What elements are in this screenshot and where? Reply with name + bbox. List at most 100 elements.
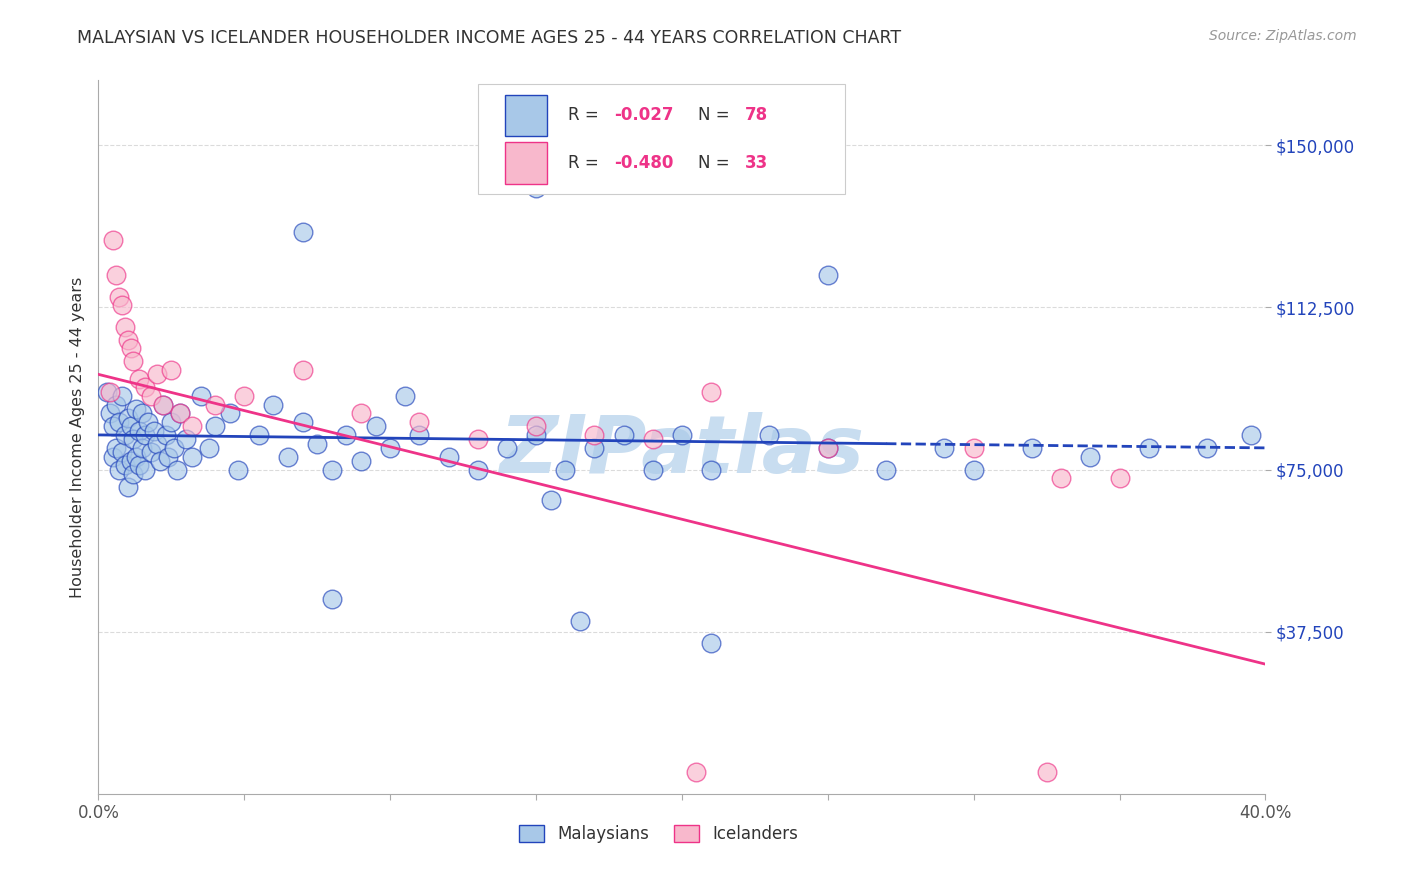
Point — [700, 635, 723, 649]
Point — [101, 450, 124, 464]
Point — [394, 389, 416, 403]
Point — [1050, 471, 1073, 485]
FancyBboxPatch shape — [478, 84, 845, 194]
Point — [190, 389, 212, 403]
Point — [114, 458, 136, 473]
Point — [128, 458, 150, 473]
Point — [408, 428, 430, 442]
Point — [180, 450, 202, 464]
Point — [247, 428, 270, 442]
Point — [540, 492, 562, 507]
Y-axis label: Householder Income Ages 25 - 44 years: Householder Income Ages 25 - 44 years — [69, 277, 84, 598]
Point — [817, 268, 839, 282]
Point — [233, 389, 256, 403]
Point — [152, 398, 174, 412]
Point — [467, 432, 489, 446]
Point — [277, 450, 299, 464]
Legend: Malaysians, Icelanders: Malaysians, Icelanders — [512, 818, 806, 850]
Point — [583, 441, 606, 455]
Point — [122, 467, 145, 481]
Point — [218, 406, 240, 420]
Point — [204, 398, 226, 412]
Point — [1021, 441, 1043, 455]
Point — [291, 415, 314, 429]
Point — [554, 462, 576, 476]
Point — [817, 441, 839, 455]
Point — [962, 441, 984, 455]
Point — [1195, 441, 1218, 455]
Point — [136, 415, 159, 429]
Text: ZIPatlas: ZIPatlas — [499, 412, 865, 491]
Point — [98, 406, 121, 420]
Point — [174, 432, 197, 446]
Point — [111, 389, 134, 403]
Point — [139, 445, 162, 459]
Point — [198, 441, 221, 455]
Point — [149, 454, 172, 468]
Point — [350, 406, 373, 420]
Point — [117, 480, 139, 494]
Point — [875, 462, 897, 476]
Point — [101, 233, 124, 247]
Point — [142, 424, 165, 438]
Point — [166, 462, 188, 476]
Text: -0.027: -0.027 — [614, 106, 673, 124]
Point — [111, 298, 134, 312]
Point — [155, 428, 177, 442]
Point — [163, 441, 186, 455]
Point — [291, 225, 314, 239]
Point — [104, 268, 127, 282]
Point — [128, 424, 150, 438]
Point — [111, 445, 134, 459]
Point — [125, 401, 148, 416]
Text: N =: N = — [699, 154, 735, 172]
Point — [120, 419, 142, 434]
Point — [408, 415, 430, 429]
Point — [568, 614, 591, 628]
Point — [307, 436, 329, 450]
Point — [350, 454, 373, 468]
Point — [160, 363, 183, 377]
Point — [380, 441, 402, 455]
Point — [524, 428, 547, 442]
Point — [114, 319, 136, 334]
Point — [641, 432, 664, 446]
Text: 33: 33 — [745, 154, 768, 172]
Point — [685, 765, 707, 780]
Text: R =: R = — [568, 106, 603, 124]
Point — [139, 389, 162, 403]
Point — [101, 419, 124, 434]
Point — [122, 432, 145, 446]
Point — [134, 462, 156, 476]
Point — [700, 462, 723, 476]
Text: -0.480: -0.480 — [614, 154, 673, 172]
Point — [1080, 450, 1102, 464]
Point — [437, 450, 460, 464]
Point — [524, 419, 547, 434]
Point — [1035, 765, 1057, 780]
Point — [122, 354, 145, 368]
Point — [228, 462, 250, 476]
Point — [117, 333, 139, 347]
Text: MALAYSIAN VS ICELANDER HOUSEHOLDER INCOME AGES 25 - 44 YEARS CORRELATION CHART: MALAYSIAN VS ICELANDER HOUSEHOLDER INCOM… — [77, 29, 901, 46]
Point — [120, 342, 142, 356]
Point — [169, 406, 191, 420]
Point — [291, 363, 314, 377]
Point — [160, 415, 183, 429]
Point — [496, 441, 519, 455]
Point — [1108, 471, 1130, 485]
Point — [321, 462, 343, 476]
FancyBboxPatch shape — [505, 95, 547, 136]
Point — [134, 428, 156, 442]
Point — [1240, 428, 1263, 442]
Point — [758, 428, 780, 442]
Point — [96, 384, 118, 399]
Point — [962, 462, 984, 476]
Point — [467, 462, 489, 476]
Point — [671, 428, 693, 442]
Point — [120, 454, 142, 468]
Point — [125, 450, 148, 464]
Point — [934, 441, 956, 455]
Point — [108, 462, 131, 476]
Text: 78: 78 — [745, 106, 768, 124]
